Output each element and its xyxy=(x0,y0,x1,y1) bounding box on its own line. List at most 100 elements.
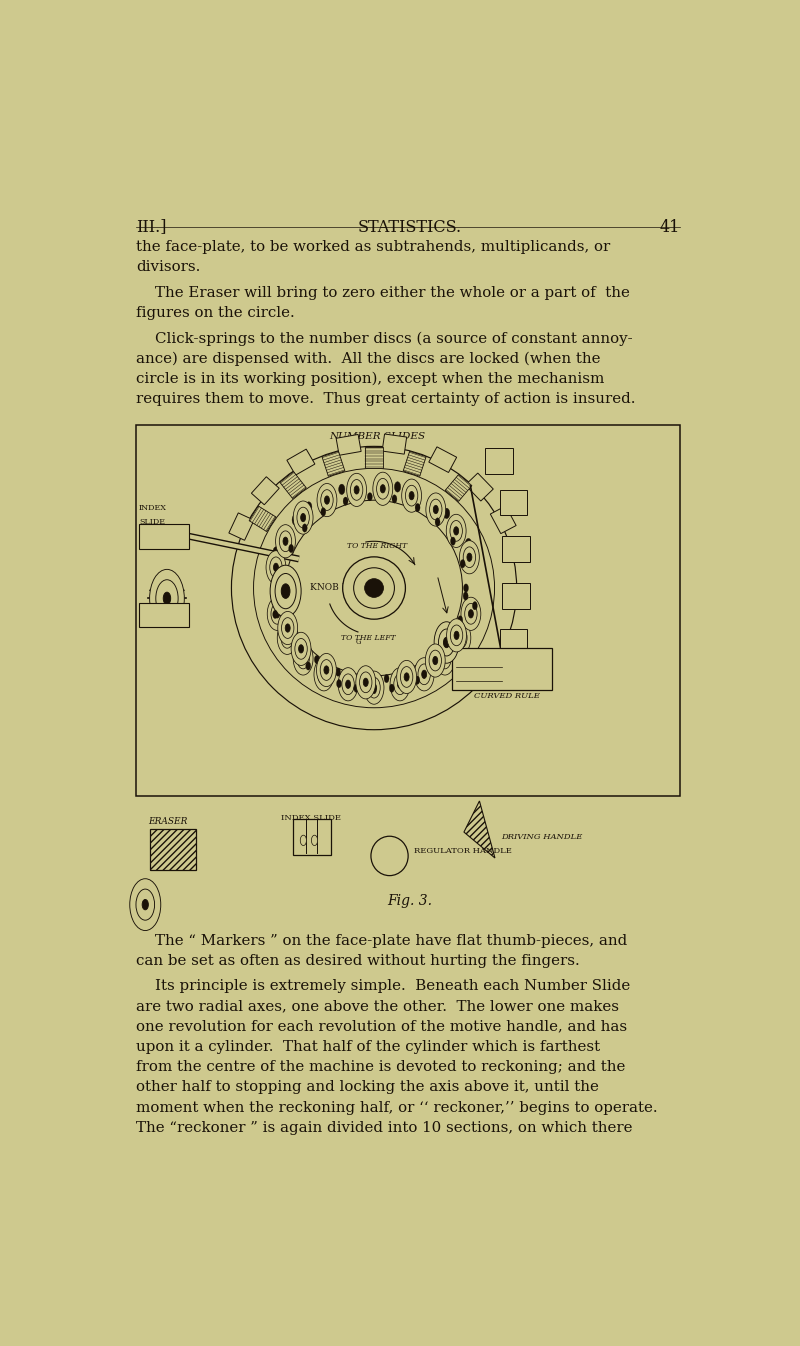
Polygon shape xyxy=(490,506,516,533)
Polygon shape xyxy=(336,435,361,455)
Circle shape xyxy=(454,627,467,649)
Circle shape xyxy=(337,680,342,688)
Circle shape xyxy=(414,658,434,690)
Circle shape xyxy=(466,538,471,549)
Text: from the centre of the machine is devoted to reckoning; and the: from the centre of the machine is devote… xyxy=(136,1061,626,1074)
Circle shape xyxy=(367,493,372,501)
Bar xyxy=(294,818,330,855)
Circle shape xyxy=(467,553,472,561)
Circle shape xyxy=(346,680,350,688)
Circle shape xyxy=(368,677,380,699)
Circle shape xyxy=(394,674,406,695)
Text: moment when the reckoning half, or ‘‘ reckoner,’’ begins to operate.: moment when the reckoning half, or ‘‘ re… xyxy=(136,1101,658,1114)
Circle shape xyxy=(314,658,334,690)
Circle shape xyxy=(150,569,184,627)
Bar xyxy=(502,583,530,608)
Circle shape xyxy=(415,676,420,684)
Polygon shape xyxy=(322,451,345,476)
Text: TO THE LEFT: TO THE LEFT xyxy=(341,634,395,642)
Circle shape xyxy=(446,619,466,651)
Circle shape xyxy=(460,560,465,568)
Circle shape xyxy=(314,656,319,664)
Text: INDEX: INDEX xyxy=(139,606,167,614)
Circle shape xyxy=(338,485,345,494)
Circle shape xyxy=(282,584,290,599)
Circle shape xyxy=(359,672,372,693)
Circle shape xyxy=(435,518,440,526)
Bar xyxy=(150,829,196,871)
Text: ERASER: ERASER xyxy=(148,817,188,826)
Circle shape xyxy=(398,680,402,688)
Text: figures on the circle.: figures on the circle. xyxy=(136,306,294,320)
Circle shape xyxy=(406,486,418,506)
Circle shape xyxy=(390,684,394,692)
Circle shape xyxy=(322,670,326,678)
Circle shape xyxy=(283,635,288,643)
Polygon shape xyxy=(280,471,306,498)
Circle shape xyxy=(429,497,435,507)
Circle shape xyxy=(458,615,462,625)
Circle shape xyxy=(295,638,307,660)
Circle shape xyxy=(306,662,310,670)
Text: The Eraser will bring to zero either the whole or a part of  the: The Eraser will bring to zero either the… xyxy=(136,285,630,300)
Text: STATISTICS.: STATISTICS. xyxy=(358,218,462,236)
Circle shape xyxy=(266,551,286,584)
Circle shape xyxy=(418,664,430,685)
Circle shape xyxy=(434,505,438,514)
Circle shape xyxy=(275,573,296,608)
Circle shape xyxy=(434,622,459,664)
Circle shape xyxy=(438,662,442,670)
Circle shape xyxy=(279,530,292,552)
Circle shape xyxy=(163,592,170,604)
Polygon shape xyxy=(446,475,472,502)
Circle shape xyxy=(463,592,468,600)
Bar xyxy=(453,649,552,689)
Circle shape xyxy=(320,660,333,680)
Circle shape xyxy=(322,491,327,502)
Circle shape xyxy=(354,684,358,692)
Text: the face-plate, to be worked as subtrahends, multiplicands, or: the face-plate, to be worked as subtrahe… xyxy=(136,241,610,254)
Circle shape xyxy=(433,657,438,665)
Bar xyxy=(499,630,527,656)
Circle shape xyxy=(463,584,469,592)
Circle shape xyxy=(392,495,397,503)
Circle shape xyxy=(289,544,294,553)
Circle shape xyxy=(306,502,312,513)
Circle shape xyxy=(281,627,294,649)
Circle shape xyxy=(297,649,310,669)
Text: Its principle is extremely simple.  Beneath each Number Slide: Its principle is extremely simple. Benea… xyxy=(136,980,630,993)
Circle shape xyxy=(338,668,358,701)
Text: circle is in its working position), except when the mechanism: circle is in its working position), exce… xyxy=(136,371,604,386)
Circle shape xyxy=(459,541,479,573)
Circle shape xyxy=(301,654,306,662)
Circle shape xyxy=(298,645,303,653)
Circle shape xyxy=(130,879,161,930)
Circle shape xyxy=(454,631,459,639)
Circle shape xyxy=(364,672,384,704)
Circle shape xyxy=(359,674,364,682)
Circle shape xyxy=(136,890,154,921)
Polygon shape xyxy=(229,513,254,540)
Circle shape xyxy=(402,479,422,513)
Circle shape xyxy=(446,514,466,548)
Polygon shape xyxy=(287,450,315,475)
Circle shape xyxy=(280,592,285,600)
Bar xyxy=(139,524,189,549)
Circle shape xyxy=(409,491,414,499)
Polygon shape xyxy=(249,506,276,532)
Circle shape xyxy=(438,629,454,656)
Polygon shape xyxy=(466,472,494,501)
Circle shape xyxy=(311,835,318,845)
Text: CURVED RULE: CURVED RULE xyxy=(474,692,540,700)
Text: The “ Markers ” on the face-plate have flat thumb-pieces, and: The “ Markers ” on the face-plate have f… xyxy=(136,934,627,948)
Circle shape xyxy=(401,666,413,688)
Ellipse shape xyxy=(342,557,406,619)
Circle shape xyxy=(450,537,455,545)
Text: TO THE RIGHT: TO THE RIGHT xyxy=(347,542,407,551)
Circle shape xyxy=(270,565,301,616)
Circle shape xyxy=(408,668,413,676)
Text: ance) are dispensed with.  All the discs are locked (when the: ance) are dispensed with. All the discs … xyxy=(136,351,601,366)
Text: upon it a cylinder.  That half of the cylinder which is farthest: upon it a cylinder. That half of the cyl… xyxy=(136,1040,600,1054)
Bar xyxy=(502,536,530,563)
Ellipse shape xyxy=(231,447,517,730)
